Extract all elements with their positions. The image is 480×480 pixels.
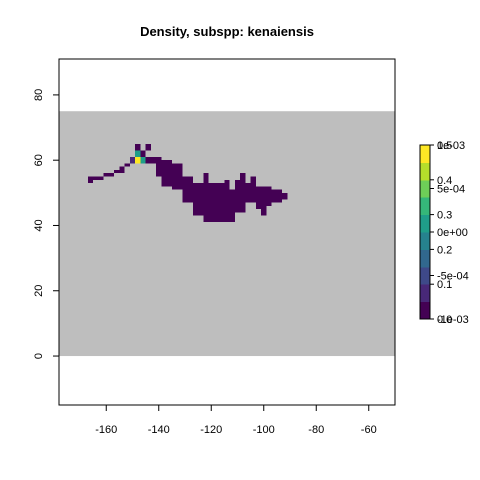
y-tick-label: 80 xyxy=(33,89,45,101)
colorbar-scale-a-tick-label: 0.5 xyxy=(437,140,452,152)
density-cell xyxy=(203,183,225,223)
density-cell xyxy=(245,183,256,203)
colorbar-scale-b-tick-label: 0e+00 xyxy=(437,227,468,239)
colorbar-scale-b-tick-label: 1e-03 xyxy=(437,140,465,152)
y-tick-label: 0 xyxy=(33,353,45,359)
density-cell xyxy=(261,209,267,216)
colorbar-segment xyxy=(420,214,430,233)
colorbar-segment xyxy=(420,179,430,198)
density-cell xyxy=(161,160,172,187)
density-cell xyxy=(282,192,288,200)
density-cell xyxy=(93,176,104,180)
density-cell xyxy=(224,189,235,223)
background-extent xyxy=(59,111,395,357)
density-cell xyxy=(203,173,209,184)
density-cell xyxy=(114,169,125,174)
colorbar-segment xyxy=(420,266,430,285)
density-cell xyxy=(250,176,256,184)
chart-title: Density, subspp: kenaiensis xyxy=(140,24,314,39)
density-cell xyxy=(240,173,246,180)
y-tick-label: 40 xyxy=(33,219,45,231)
y-axis: 0 20 40 60 80 xyxy=(33,89,59,359)
density-cell xyxy=(234,179,246,213)
density-cell xyxy=(124,163,130,167)
colorbar-scale-a-tick-label: 0.3 xyxy=(437,210,452,222)
colorbar-segment xyxy=(420,249,430,268)
x-tick-label: -160 xyxy=(95,424,117,436)
density-cell xyxy=(271,189,283,203)
colorbar-segment xyxy=(420,145,430,163)
colorbar-segment xyxy=(420,301,430,320)
density-cell xyxy=(129,156,136,164)
density-cell xyxy=(145,143,151,151)
background-layer xyxy=(59,111,395,357)
colorbar-segment xyxy=(420,284,430,303)
density-cell xyxy=(156,156,162,177)
density-cell xyxy=(119,166,125,170)
density-cell xyxy=(266,186,272,206)
x-axis: -160 -140 -120 -100 -80 -60 xyxy=(95,405,377,436)
density-cell xyxy=(135,156,141,164)
colorbar: 0.0 0.1 0.2 0.3 0.4 0.5 -1e-03 -5e-04 0e+00 5e-04… xyxy=(419,140,469,326)
colorbar-scale-b-tick-label: -5e-04 xyxy=(437,271,469,283)
density-cell xyxy=(140,150,146,157)
x-tick-label: -120 xyxy=(200,424,222,436)
density-cell xyxy=(140,156,146,164)
colorbar-scale-a-tick-label: 0.0 xyxy=(437,314,452,326)
y-tick-label: 20 xyxy=(33,285,45,297)
colorbar-scale-a-tick-label: 0.4 xyxy=(437,175,452,187)
colorbar-scale-b-tick-label: -1e-03 xyxy=(437,314,469,326)
density-cells xyxy=(87,143,288,223)
y-tick-label: 60 xyxy=(33,154,45,166)
density-cell xyxy=(255,186,267,210)
colorbar-segment xyxy=(420,197,430,216)
colorbar-segment xyxy=(420,162,430,181)
colorbar-scale-b-tick-label: 5e-04 xyxy=(437,184,465,196)
colorbar-segment xyxy=(420,232,430,250)
density-cell xyxy=(103,173,115,177)
density-cell xyxy=(182,176,193,203)
density-cell xyxy=(171,163,183,190)
x-tick-label: -100 xyxy=(253,424,275,436)
x-tick-label: -80 xyxy=(308,424,324,436)
density-cell xyxy=(192,183,204,216)
plot-frame xyxy=(58,58,396,406)
density-cell xyxy=(145,156,157,164)
density-cell xyxy=(135,143,141,151)
density-cell xyxy=(87,176,94,184)
density-cell xyxy=(135,150,141,157)
density-cell xyxy=(224,179,230,190)
colorbar-scale-a-tick-label: 0.2 xyxy=(437,244,452,256)
x-tick-label: -60 xyxy=(361,424,377,436)
x-tick-label: -140 xyxy=(148,424,170,436)
colorbar-scale-a-tick-label: 0.1 xyxy=(437,279,452,291)
